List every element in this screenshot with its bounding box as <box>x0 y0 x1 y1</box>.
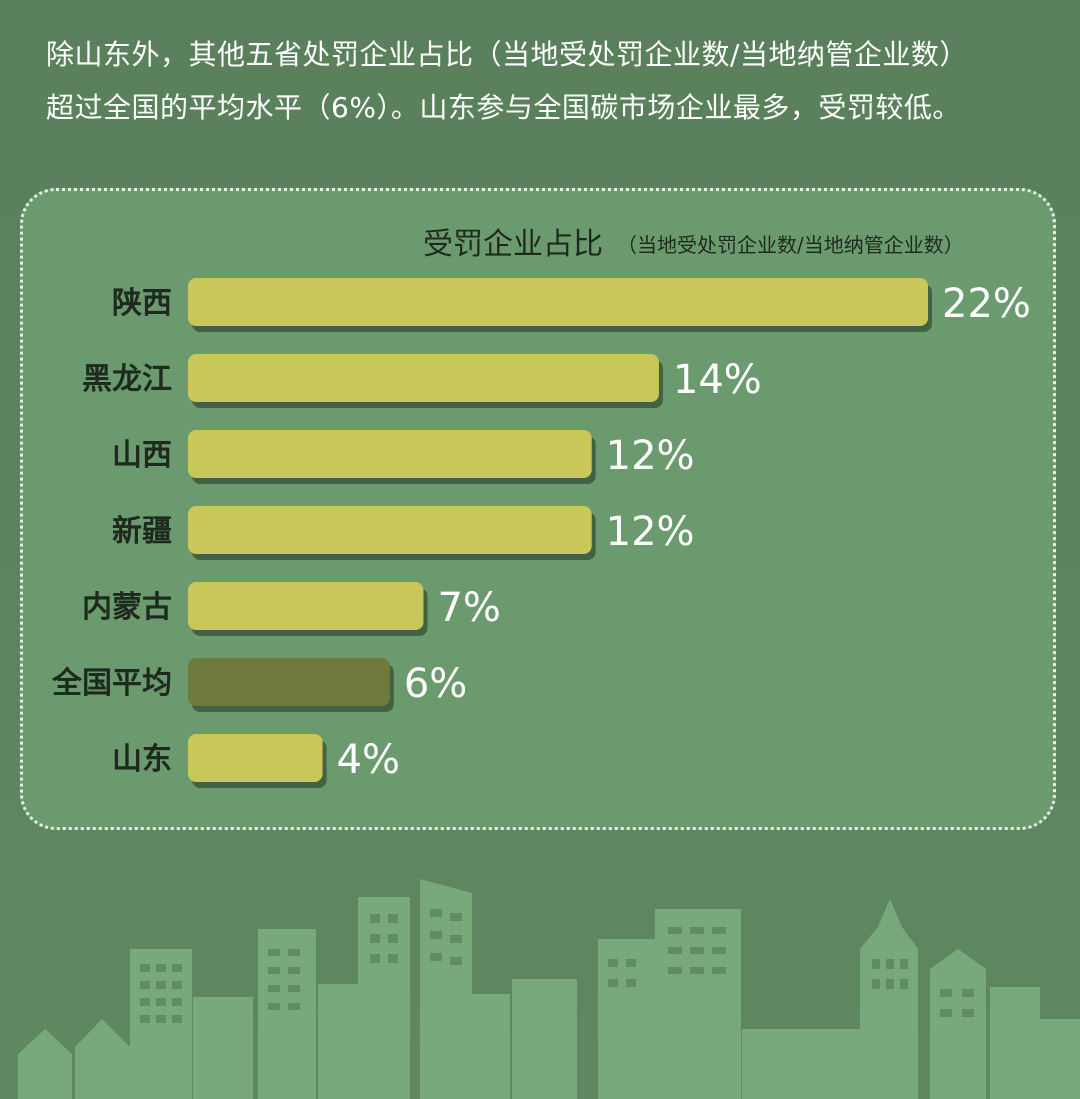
value-label: 6% <box>404 661 467 707</box>
city-skyline-illustration <box>18 879 1080 1099</box>
bar <box>188 734 323 782</box>
value-label: 14% <box>673 357 762 403</box>
category-label: 新疆 <box>112 514 172 549</box>
chart-title-group: 受罚企业占比 （当地受处罚企业数/当地纳管企业数） <box>423 227 964 262</box>
intro-line-1: 除山东外，其他五省处罚企业占比（当地受处罚企业数/当地纳管企业数） <box>46 38 968 71</box>
category-label: 山东 <box>112 742 172 777</box>
category-label: 全国平均 <box>51 666 172 701</box>
category-label: 陕西 <box>112 286 172 321</box>
value-label: 12% <box>606 433 695 479</box>
bar <box>188 278 928 326</box>
bar <box>188 582 424 630</box>
intro-line-2: 超过全国的平均水平（6%）。山东参与全国碳市场企业最多，受罚较低。 <box>46 91 961 124</box>
value-label: 7% <box>437 585 500 631</box>
value-label: 12% <box>606 509 695 555</box>
bar-national-average <box>188 658 390 706</box>
bar <box>188 506 592 554</box>
category-label: 黑龙江 <box>82 362 172 397</box>
category-label: 内蒙古 <box>82 590 172 625</box>
chart-title: 受罚企业占比 <box>423 227 603 262</box>
bar-chart: 受罚企业占比 （当地受处罚企业数/当地纳管企业数） 陕西 22% 黑龙江 14% 山西 1… <box>51 227 1031 783</box>
intro-text: 除山东外，其他五省处罚企业占比（当地受处罚企业数/当地纳管企业数） 超过全国的平… <box>46 28 1056 134</box>
bar <box>188 354 659 402</box>
bars-group: 陕西 22% 黑龙江 14% 山西 12% 新疆 12% 内蒙古 7% 全国平均 6% 山东 4% <box>51 278 1031 783</box>
value-label: 22% <box>942 281 1031 327</box>
bar <box>188 430 592 478</box>
chart-subtitle: （当地受处罚企业数/当地纳管企业数） <box>617 233 964 257</box>
category-label: 山西 <box>112 438 172 473</box>
value-label: 4% <box>337 737 400 783</box>
